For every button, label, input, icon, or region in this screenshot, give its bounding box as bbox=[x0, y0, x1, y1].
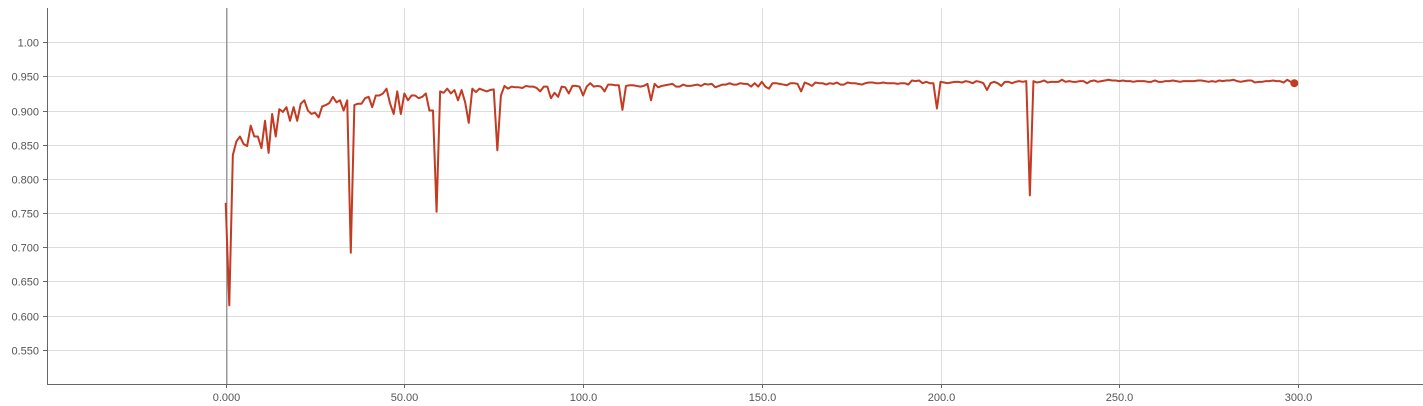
x-tick-label: 0.000 bbox=[213, 392, 241, 404]
x-tick-label: 200.0 bbox=[928, 392, 956, 404]
y-tick-label: 0.600 bbox=[11, 312, 39, 324]
x-tick-label: 150.0 bbox=[749, 392, 777, 404]
y-tick-label: 0.650 bbox=[11, 277, 39, 289]
x-tick-label: 300.0 bbox=[1285, 392, 1313, 404]
y-tick-label: 0.850 bbox=[11, 141, 39, 153]
y-tick-label: 0.750 bbox=[11, 209, 39, 221]
y-tick-label: 0.800 bbox=[11, 175, 39, 187]
tick-labels: 0.550 0.600 0.650 0.700 0.750 0.800 0.850 0.900… bbox=[11, 38, 1312, 405]
y-tick-label: 0.950 bbox=[11, 72, 39, 84]
grid bbox=[47, 8, 1423, 384]
last-point-marker[interactable] bbox=[1290, 79, 1299, 88]
series bbox=[224, 78, 1299, 307]
axes bbox=[43, 8, 1423, 388]
y-tick-label: 0.700 bbox=[11, 243, 39, 255]
x-tick-label: 100.0 bbox=[570, 392, 598, 404]
y-tick-label: 0.550 bbox=[11, 346, 39, 358]
y-tick-label: 1.00 bbox=[18, 38, 39, 50]
series-line bbox=[224, 78, 1295, 307]
y-tick-label: 0.900 bbox=[11, 107, 39, 119]
x-tick-label: 250.0 bbox=[1106, 392, 1134, 404]
x-tick-label: 50.00 bbox=[391, 392, 419, 404]
